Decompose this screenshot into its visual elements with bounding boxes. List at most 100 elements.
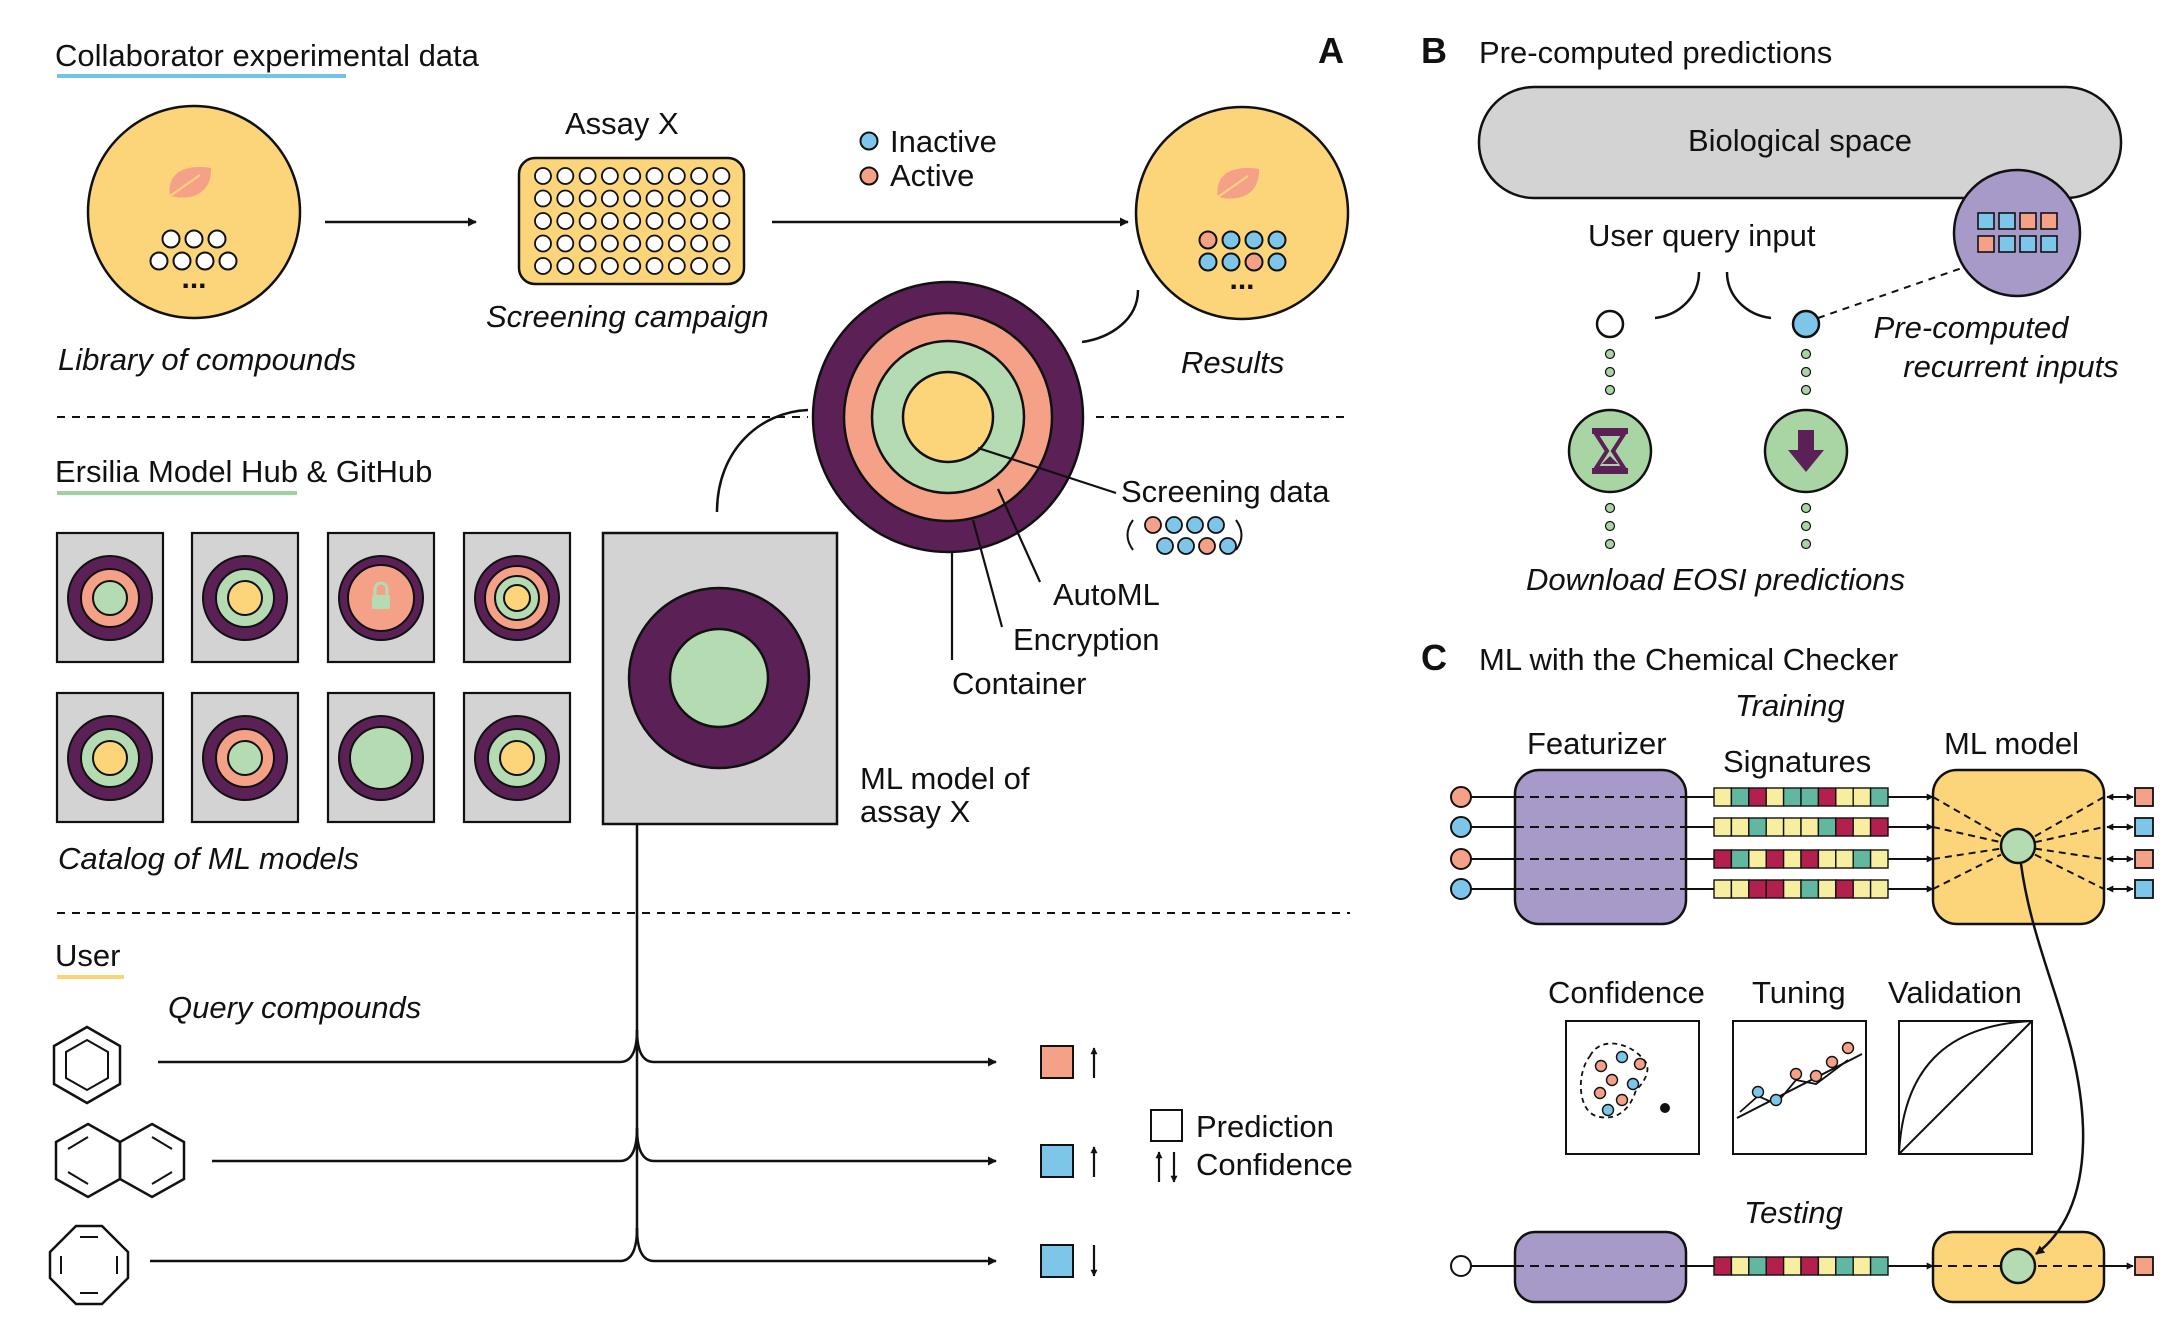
signature-cell	[1748, 849, 1767, 869]
training-row	[1450, 786, 2154, 838]
signature-cell	[1782, 1256, 1802, 1276]
result-well	[1267, 252, 1287, 272]
signature-cell	[1869, 879, 1889, 899]
plate-well	[712, 234, 731, 253]
ml-model-label-line1: ML model of	[860, 761, 1030, 796]
catalog-model-card	[326, 691, 436, 824]
results-ellipsis: ...	[1229, 263, 1254, 296]
plate-well	[712, 189, 731, 208]
output-1	[1040, 1045, 1098, 1079]
signature-cell	[1748, 817, 1767, 837]
signature-cell	[1730, 1256, 1750, 1276]
trail-dot	[1800, 520, 1812, 532]
testing-label: Testing	[1744, 1195, 1843, 1230]
signature-cell	[1852, 787, 1872, 807]
confidence-dot	[1601, 1103, 1615, 1117]
confidence-legend-arrows	[1155, 1151, 1178, 1183]
signature-cell	[1782, 787, 1802, 807]
biological-space-pill	[1477, 85, 2123, 200]
query-connector-left	[1654, 271, 1701, 320]
result-well	[1221, 230, 1241, 250]
signature-cell	[1748, 787, 1767, 807]
signature-cell	[1817, 817, 1837, 837]
signature-cell	[1835, 1256, 1854, 1276]
ml-model-node	[1999, 827, 2037, 865]
screening-dot	[1144, 516, 1162, 534]
confidence-label: Confidence	[1548, 975, 1705, 1010]
leader-screening-data	[977, 446, 1117, 495]
library-circle: ...	[86, 104, 302, 320]
training-label: Training	[1735, 688, 1845, 723]
plate-well	[690, 257, 708, 275]
ml-model-label-line2: assay X	[860, 794, 971, 829]
input-compound-dot	[1450, 816, 1472, 838]
plate-well	[556, 257, 575, 275]
results-label: Results	[1181, 345, 1284, 380]
screening-data-label: Screening data	[1121, 474, 1330, 509]
signature-cell	[1835, 817, 1854, 837]
result-well	[1221, 252, 1241, 272]
training-rows	[1450, 786, 2154, 900]
screening-dot	[1156, 537, 1174, 555]
signature-cell	[1835, 849, 1854, 869]
plate-well	[578, 212, 597, 230]
plate-well	[578, 189, 597, 208]
signature-cell	[1817, 849, 1837, 869]
signature-cell	[1852, 1256, 1872, 1276]
output-square	[2134, 879, 2154, 899]
collaborator-title: Collaborator experimental data	[55, 38, 480, 73]
compound-well	[161, 229, 181, 249]
signature-cell	[1852, 817, 1872, 837]
plate-well	[578, 257, 597, 275]
plate-well	[712, 212, 731, 230]
plate-well	[601, 189, 619, 208]
library-compound-dots	[149, 229, 238, 271]
plate-well	[623, 212, 642, 230]
signature-cell	[1852, 879, 1872, 899]
model-transfer-arrow	[2019, 863, 2085, 1255]
user-title: User	[55, 938, 120, 973]
signature-cell	[1713, 879, 1733, 899]
leaf-icon	[169, 167, 212, 198]
tuning-plot	[1732, 1020, 1867, 1155]
compound-well	[207, 229, 227, 249]
signature-cell	[1765, 849, 1785, 869]
training-row	[1450, 816, 2154, 844]
input-compound-dot	[1450, 786, 1472, 808]
assay-title: Assay X	[565, 106, 679, 141]
plate-well	[623, 257, 642, 275]
plate-well	[623, 167, 642, 185]
signature-cell	[1835, 787, 1854, 807]
catalog-model-card	[190, 531, 300, 664]
library-label: Library of compounds	[58, 342, 356, 377]
signature-cell	[1765, 787, 1785, 807]
tuning-dot	[1751, 1085, 1765, 1099]
output-square	[2134, 787, 2154, 807]
input-compound-dot	[1450, 878, 1472, 900]
prediction-flow-lines	[150, 824, 997, 1266]
plate-well	[556, 167, 575, 185]
tuning-dot	[1809, 1069, 1823, 1083]
confidence-dot	[1605, 1073, 1619, 1087]
plate-well	[556, 212, 575, 230]
signature-cell	[1782, 817, 1802, 837]
query-connector-right	[1725, 271, 1772, 320]
panel-a-letter: A	[1318, 30, 1344, 71]
plate-well	[645, 167, 664, 185]
signature-cell	[1869, 1256, 1889, 1276]
plate-well	[690, 189, 708, 208]
tuning-dot	[1825, 1055, 1839, 1069]
precomputed-square	[1977, 212, 1995, 230]
plate-well	[556, 189, 575, 208]
plate-well	[601, 234, 619, 253]
signature-cell	[1869, 787, 1889, 807]
compound-well	[218, 251, 238, 271]
screening-dot	[1186, 516, 1204, 534]
precomputed-square	[2040, 235, 2058, 253]
panel-b-title: Pre-computed predictions	[1479, 35, 1832, 70]
screening-dot	[1207, 516, 1225, 534]
panel-b-letter: B	[1421, 30, 1447, 71]
plate-well	[578, 234, 597, 253]
precomputed-square	[1977, 235, 1995, 253]
featurizer-box	[1513, 768, 1688, 926]
